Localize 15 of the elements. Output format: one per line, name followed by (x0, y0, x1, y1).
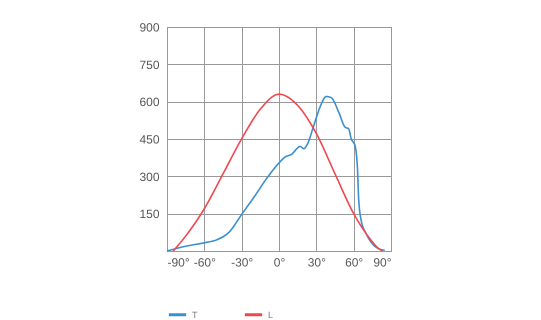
legend-label: T (192, 310, 198, 320)
x-tick-label: 90° (373, 256, 392, 270)
legend-label: L (268, 310, 274, 320)
x-tick-label: -90° (168, 256, 190, 270)
y-tick-label: 900 (139, 20, 160, 34)
y-tick-label: 600 (139, 95, 160, 110)
x-tick-label: -30° (231, 256, 254, 270)
x-tick-label: 0° (274, 256, 286, 270)
y-tick-label: 450 (139, 132, 160, 146)
x-tick-label: 30° (308, 256, 326, 270)
y-tick-label: 150 (139, 207, 160, 222)
x-tick-label: 60° (345, 256, 364, 270)
y-tick-label: 750 (139, 58, 160, 72)
y-tick-label: 300 (139, 170, 160, 184)
x-tick-label: -60° (194, 256, 216, 270)
